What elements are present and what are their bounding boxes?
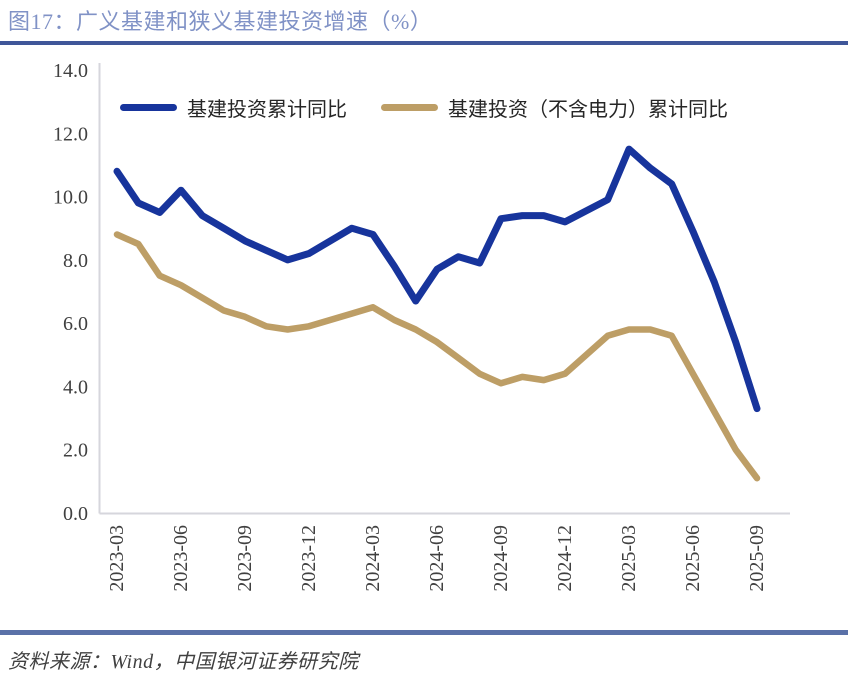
series-line-narrow-infra [113,231,761,482]
x-tick-label: 2024-09 [490,525,512,592]
x-tick-label: 2025-06 [682,525,704,592]
plot-area: 0.0 2.0 4.0 6.0 8.0 10.0 12.0 14.0 2023-03 2023-0… [53,60,790,592]
y-tick-label: 4.0 [63,376,88,398]
x-tick-label: 2025-03 [618,525,640,592]
y-tick-label: 8.0 [63,250,88,272]
x-tick-label: 2023-03 [106,525,128,592]
line-chart: 0.0 2.0 4.0 6.0 8.0 10.0 12.0 14.0 2023-03 2023-0… [0,45,848,630]
x-tick-label: 2023-09 [234,525,256,592]
legend-line-swatch-narrow [381,104,438,111]
source-note: 资料来源：Wind，中国银河证券研究院 [8,651,359,673]
x-tick-label: 2023-12 [298,525,320,592]
legend-item-broad-infra: 基建投资累计同比 [120,93,347,122]
chart-title: 图17：广义基建和狭义基建投资增速（%） [8,9,433,34]
legend-line-swatch-broad [120,104,177,111]
legend-label-broad: 基建投资累计同比 [187,99,347,121]
legend-item-narrow-infra: 基建投资（不含电力）累计同比 [381,93,728,122]
y-tick-label: 6.0 [63,313,88,335]
y-tick-label: 14.0 [53,60,88,82]
y-tick-label: 0.0 [63,503,88,525]
chart-legend: 基建投资累计同比 基建投资（不含电力）累计同比 [0,93,848,122]
x-tick-label: 2025-09 [746,525,768,592]
title-divider-rule [0,41,848,45]
y-tick-label: 2.0 [63,440,88,462]
y-tick-label: 10.0 [53,187,88,209]
x-tick-label: 2023-06 [170,525,192,592]
y-tick-label: 12.0 [53,123,88,145]
x-tick-label: 2024-12 [554,525,576,592]
series-line-broad-infra [113,145,761,413]
legend-label-narrow: 基建投资（不含电力）累计同比 [448,99,728,121]
x-tick-label: 2024-03 [362,525,384,592]
x-tick-label: 2024-06 [426,525,448,592]
bottom-divider-rule [0,630,848,635]
